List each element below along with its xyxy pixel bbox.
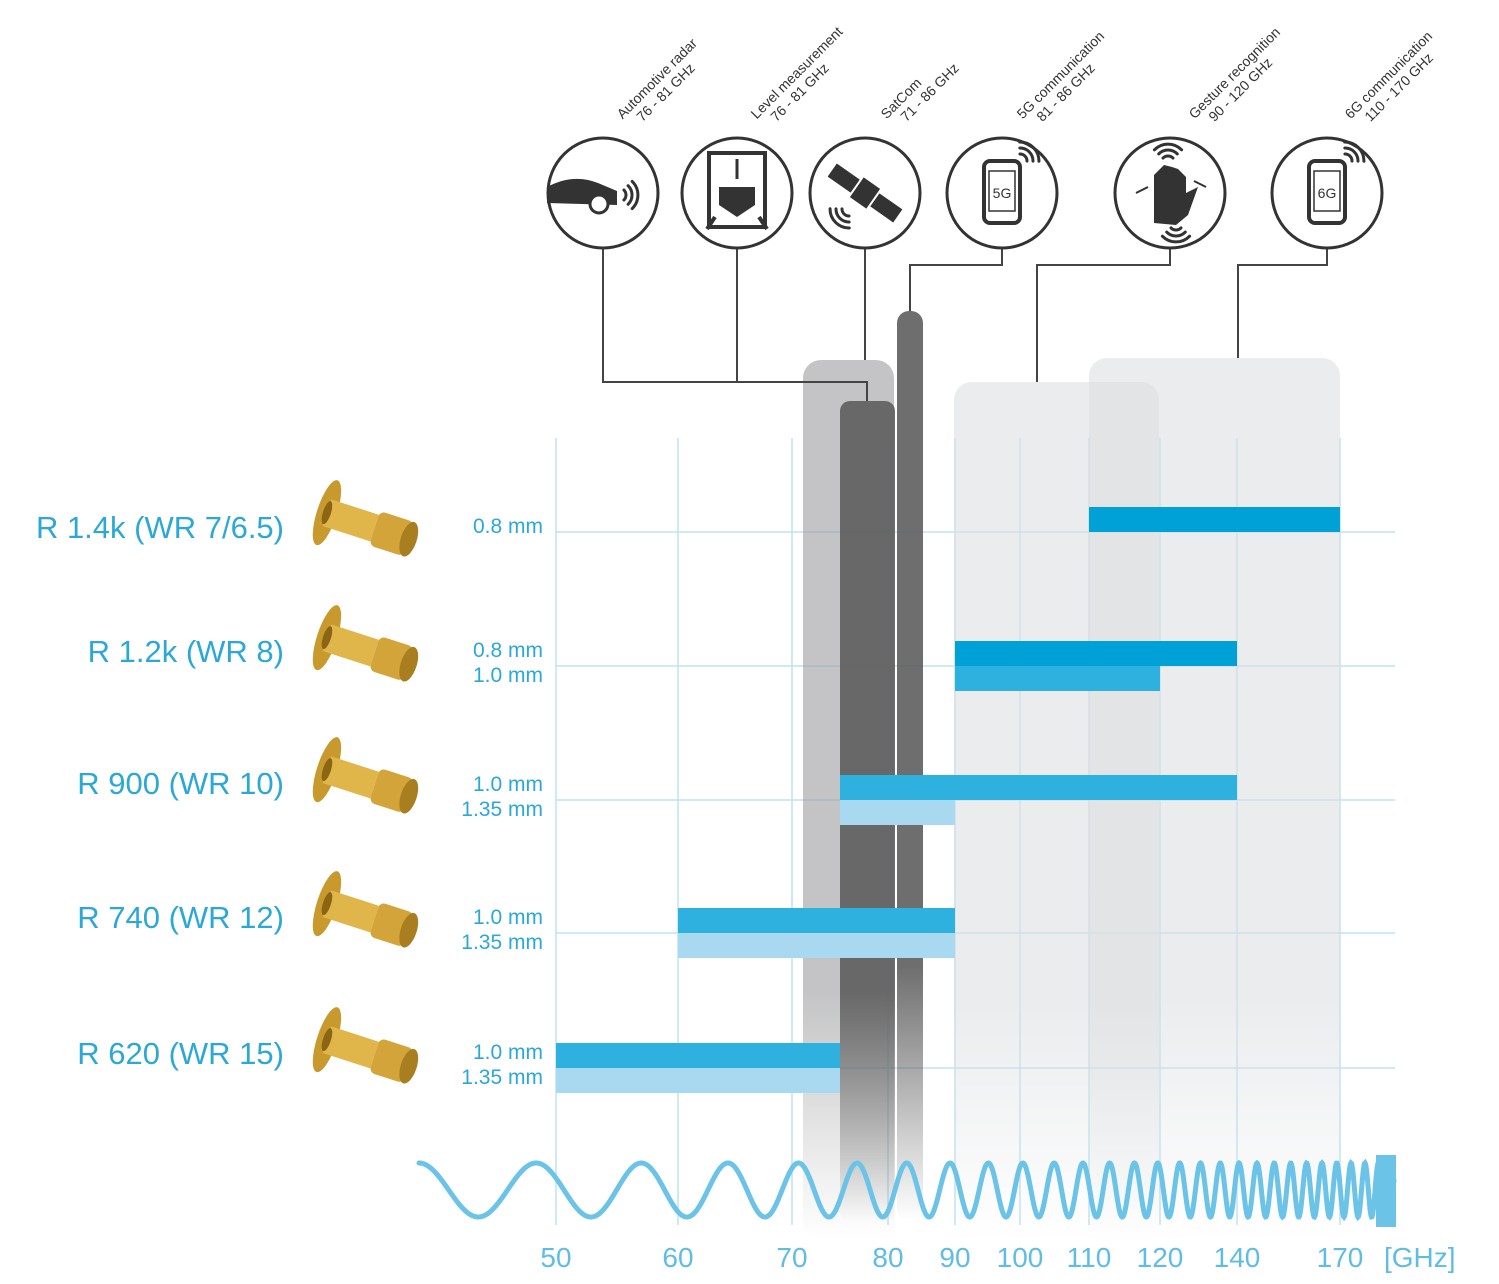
hand-shape <box>1154 165 1198 225</box>
connector-face <box>399 521 419 557</box>
product-image <box>312 871 419 948</box>
connector-face <box>399 1048 419 1084</box>
frequency-bands <box>556 507 1340 1093</box>
x-unit-label: [GHz] <box>1384 1242 1456 1273</box>
x-tick-label: 100 <box>996 1242 1044 1273</box>
phone-screen <box>1313 170 1341 212</box>
satellite <box>827 163 903 223</box>
connector-face <box>399 646 419 682</box>
band-1.2k-1_0mm <box>955 666 1160 691</box>
product-label: R 1.2k (WR 8) <box>87 634 284 669</box>
signal-waves <box>828 207 851 230</box>
signal-waves <box>1018 140 1041 163</box>
connector-face <box>399 778 419 814</box>
product-thumbnails <box>312 480 419 1084</box>
frequency-wave-end <box>1376 1155 1396 1227</box>
waveguide-port <box>321 501 333 525</box>
product-label: R 900 (WR 10) <box>77 766 284 801</box>
body <box>322 890 379 933</box>
x-tick-label: 110 <box>1066 1242 1112 1273</box>
frequency-wave <box>416 1158 1397 1222</box>
connector-5g <box>909 248 1003 311</box>
band-620-1_0mm <box>556 1043 840 1068</box>
level-tank-icon <box>680 136 794 250</box>
gesture-arrow-left <box>1135 186 1149 194</box>
band-740-1_35mm <box>678 933 955 958</box>
x-tick-label: 140 <box>1213 1242 1261 1273</box>
x-tick-label: 120 <box>1136 1242 1184 1273</box>
signal-waves <box>1160 226 1192 244</box>
band-740-1_0mm <box>678 908 955 933</box>
waveguide-port <box>321 892 333 916</box>
signal-waves <box>1343 140 1366 163</box>
phone-screen <box>988 170 1016 212</box>
product-label: R 740 (WR 12) <box>77 900 284 935</box>
x-tick-label: 170 <box>1316 1242 1364 1273</box>
band-label: 0.8 mm <box>472 639 543 662</box>
band-label: 1.35 mm <box>461 1066 543 1089</box>
connector-gesture-recognition <box>1036 248 1171 382</box>
tank-leg <box>705 215 717 231</box>
band-label: 1.0 mm <box>472 1041 543 1064</box>
solar-panel <box>870 193 903 223</box>
band-label: 1.0 mm <box>472 664 543 687</box>
x-tick-label: 90 <box>939 1242 971 1273</box>
tank-leg <box>757 215 769 231</box>
phone-6g-icon: 6G <box>1270 136 1384 250</box>
gesture-arrow-right <box>1193 180 1207 188</box>
body <box>322 499 379 542</box>
band-900-1_35mm <box>840 800 955 825</box>
phone-label: 6G <box>1318 185 1337 201</box>
connector-6g <box>1237 248 1328 358</box>
product-image <box>312 605 419 682</box>
phone-5g-icon: 5G <box>945 136 1059 250</box>
car-wheel <box>588 193 610 215</box>
phone-label: 5G <box>993 185 1012 201</box>
body <box>322 756 379 799</box>
x-tick-label: 80 <box>872 1242 904 1273</box>
band-620-1_35mm <box>556 1068 840 1093</box>
satellite-body <box>849 177 881 209</box>
x-tick-label: 60 <box>662 1242 694 1273</box>
hand-gesture-icon <box>1113 136 1227 250</box>
connector-face <box>399 912 419 948</box>
band-label: 1.0 mm <box>472 773 543 796</box>
band-label: 1.0 mm <box>472 906 543 929</box>
tank-fill <box>719 187 755 217</box>
product-image <box>312 737 419 814</box>
car-radar-icon <box>546 136 660 250</box>
region-5g-communication <box>897 311 923 1221</box>
signal-waves <box>622 179 640 211</box>
body <box>322 624 379 667</box>
x-tick-label: 70 <box>776 1242 808 1273</box>
product-label: R 1.4k (WR 7/6.5) <box>35 510 284 545</box>
waveguide-port <box>321 1028 333 1052</box>
x-tick-label: 50 <box>540 1242 572 1273</box>
body <box>322 1026 379 1069</box>
application-icons: 5G 6G <box>546 136 1384 250</box>
tank-frame <box>707 151 767 229</box>
waveguide-port <box>321 758 333 782</box>
band-1.4k-0_8mm <box>1089 507 1340 532</box>
product-label: R 620 (WR 15) <box>77 1036 284 1071</box>
waveguide-port <box>321 626 333 650</box>
band-label: 0.8 mm <box>472 515 543 538</box>
product-image <box>312 480 419 557</box>
satellite-icon <box>808 136 922 250</box>
band-1.2k-0_8mm <box>955 641 1237 666</box>
connector-automotive-radar <box>602 248 868 401</box>
band-label: 1.35 mm <box>461 931 543 954</box>
solar-panel <box>827 163 860 193</box>
band-label: 1.35 mm <box>461 798 543 821</box>
band-900-1_0mm <box>840 775 1237 800</box>
product-image <box>312 1007 419 1084</box>
connector-lines <box>602 248 1328 401</box>
signal-waves <box>1152 142 1184 160</box>
